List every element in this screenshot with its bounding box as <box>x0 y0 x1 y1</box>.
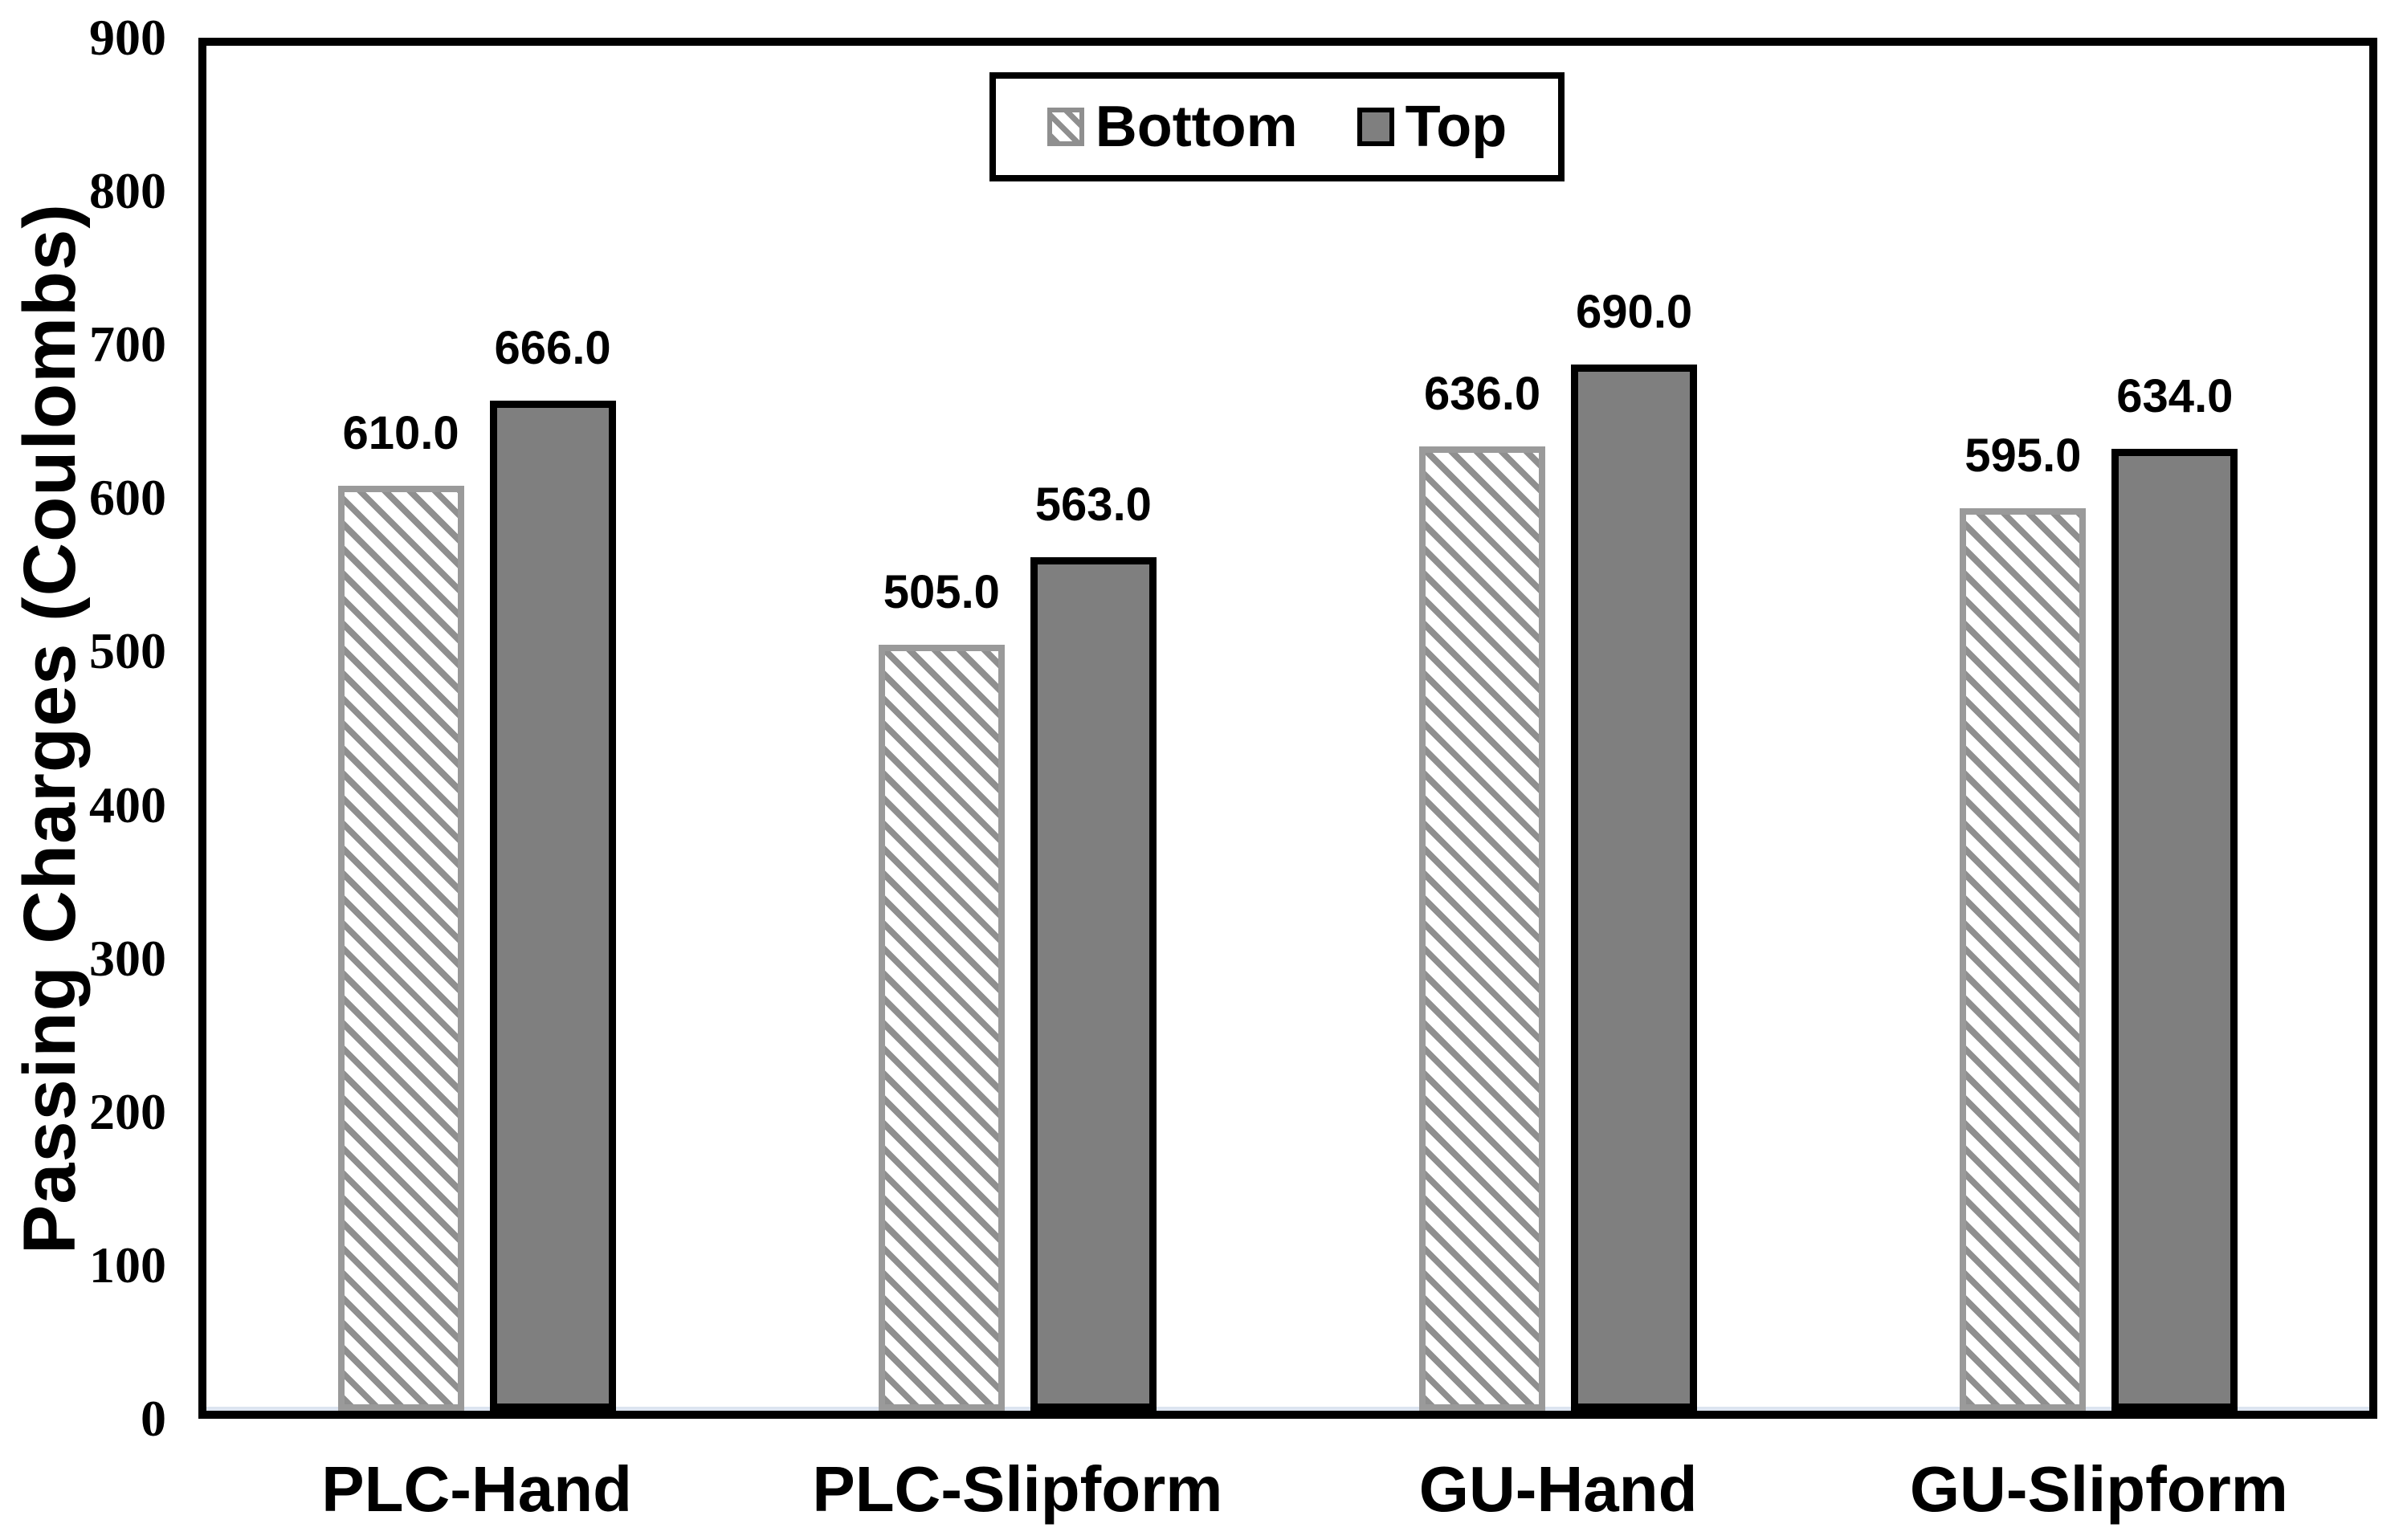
x-category-label-plc-slipform: PLC-Slipform <box>812 1453 1223 1525</box>
y-tick-label-300: 300 <box>89 929 166 987</box>
y-tick-label-400: 400 <box>89 776 166 833</box>
y-tick-label-600: 600 <box>89 469 166 527</box>
bar-value-label-bottom-gu-slipform: 595.0 <box>1964 430 2082 483</box>
legend-label-top: Top <box>1405 95 1507 159</box>
y-tick-label-700: 700 <box>89 316 166 373</box>
y-tick-label-0: 0 <box>141 1390 166 1447</box>
bar-value-label-bottom-plc-slipform: 505.0 <box>883 566 1000 619</box>
bar-bottom-plc-slipform <box>878 645 1005 1411</box>
bar-bottom-gu-slipform <box>1960 508 2087 1411</box>
bar-top-gu-slipform <box>2111 449 2238 1411</box>
legend-item-bottom: Bottom <box>1046 95 1298 159</box>
bar-bottom-gu-hand <box>1419 446 1546 1411</box>
y-tick-label-100: 100 <box>89 1236 166 1294</box>
x-category-label-gu-slipform: GU-Slipform <box>1909 1453 2288 1525</box>
legend-key-top-swatch <box>1357 108 1394 146</box>
bar-value-label-top-gu-slipform: 634.0 <box>2116 370 2234 423</box>
x-category-label-plc-hand: PLC-Hand <box>321 1453 632 1525</box>
bar-top-gu-hand <box>1571 364 1698 1411</box>
legend: Bottom Top <box>989 72 1565 181</box>
x-category-label-gu-hand: GU-Hand <box>1418 1453 1698 1525</box>
bar-value-label-top-plc-hand: 666.0 <box>494 322 611 374</box>
y-tick-label-500: 500 <box>89 622 166 680</box>
y-tick-label-800: 800 <box>89 162 166 220</box>
y-tick-label-200: 200 <box>89 1082 166 1140</box>
legend-item-top: Top <box>1357 98 1507 156</box>
bar-value-label-bottom-gu-hand: 636.0 <box>1424 367 1541 420</box>
bar-top-plc-hand <box>489 401 616 1411</box>
y-axis-title-wrap: Passing Charges (Coulombs) <box>6 38 95 1419</box>
baseline-highlight <box>206 1407 2369 1411</box>
bar-top-plc-slipform <box>1030 556 1157 1411</box>
legend-key-bottom-swatch <box>1046 108 1084 146</box>
bar-value-label-bottom-plc-hand: 610.0 <box>342 406 459 459</box>
bar-value-label-top-gu-hand: 690.0 <box>1576 285 1693 338</box>
plot-area: Bottom Top 610.0 666.0 505.0 563.0 636.0 690.… <box>198 38 2377 1419</box>
bar-bottom-plc-hand <box>337 485 464 1411</box>
legend-label-bottom: Bottom <box>1095 95 1298 159</box>
bar-value-label-top-plc-slipform: 563.0 <box>1034 478 1152 531</box>
y-tick-label-900: 900 <box>89 9 166 66</box>
